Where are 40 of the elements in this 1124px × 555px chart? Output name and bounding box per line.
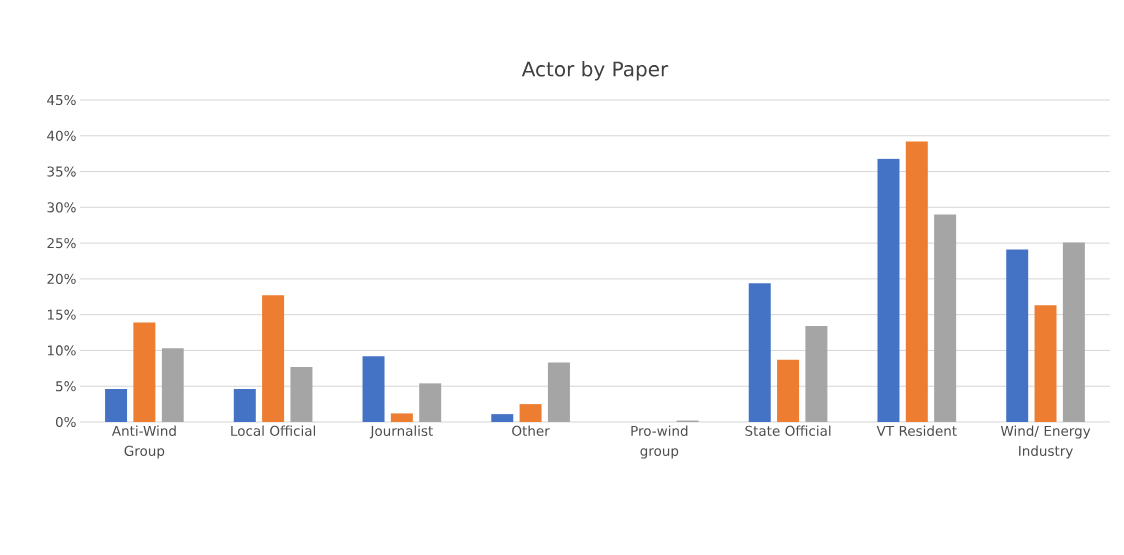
y-tick-label: 30% <box>47 202 76 213</box>
x-tick-label: VT Resident <box>876 425 957 436</box>
bar <box>519 404 542 422</box>
y-tick-label: 40% <box>47 130 76 141</box>
bar <box>390 413 413 422</box>
bar <box>748 283 771 422</box>
y-tick-label: 20% <box>47 273 76 284</box>
y-tick-label: 45% <box>47 94 76 106</box>
x-tick-label: Other <box>512 425 550 436</box>
x-tick-label: Pro-wind group <box>631 425 688 459</box>
bar <box>1006 249 1029 422</box>
x-tick-label: State Official <box>745 425 831 436</box>
y-tick-label: 0% <box>55 416 76 428</box>
bar <box>133 322 156 422</box>
bar <box>1062 242 1085 422</box>
bar <box>105 389 128 422</box>
bar <box>777 359 800 422</box>
y-tick-label: 25% <box>47 238 76 249</box>
bar <box>491 414 514 422</box>
bar <box>1034 305 1057 422</box>
y-tick-label: 5% <box>56 381 76 392</box>
bar <box>934 214 957 422</box>
y-tick-label: 35% <box>47 166 76 177</box>
y-tick-label: 15% <box>47 309 76 320</box>
bar <box>262 295 285 422</box>
bar <box>290 366 313 422</box>
bar <box>161 348 184 422</box>
bar <box>362 356 385 422</box>
bar <box>419 383 442 422</box>
x-tick-label: Journalist <box>369 425 433 439</box>
y-tick-label: 10% <box>47 345 76 356</box>
x-tick-label: Wind/ Energy Industry <box>1000 425 1091 459</box>
bar <box>805 326 828 422</box>
x-tick-label: Anti-Wind Group <box>111 425 176 459</box>
bar <box>547 362 570 422</box>
x-tick-label: Local Official <box>231 425 316 436</box>
bar <box>877 158 900 422</box>
bar <box>905 141 928 422</box>
bar <box>233 389 256 422</box>
chart-title: Actor by Paper <box>521 61 669 81</box>
